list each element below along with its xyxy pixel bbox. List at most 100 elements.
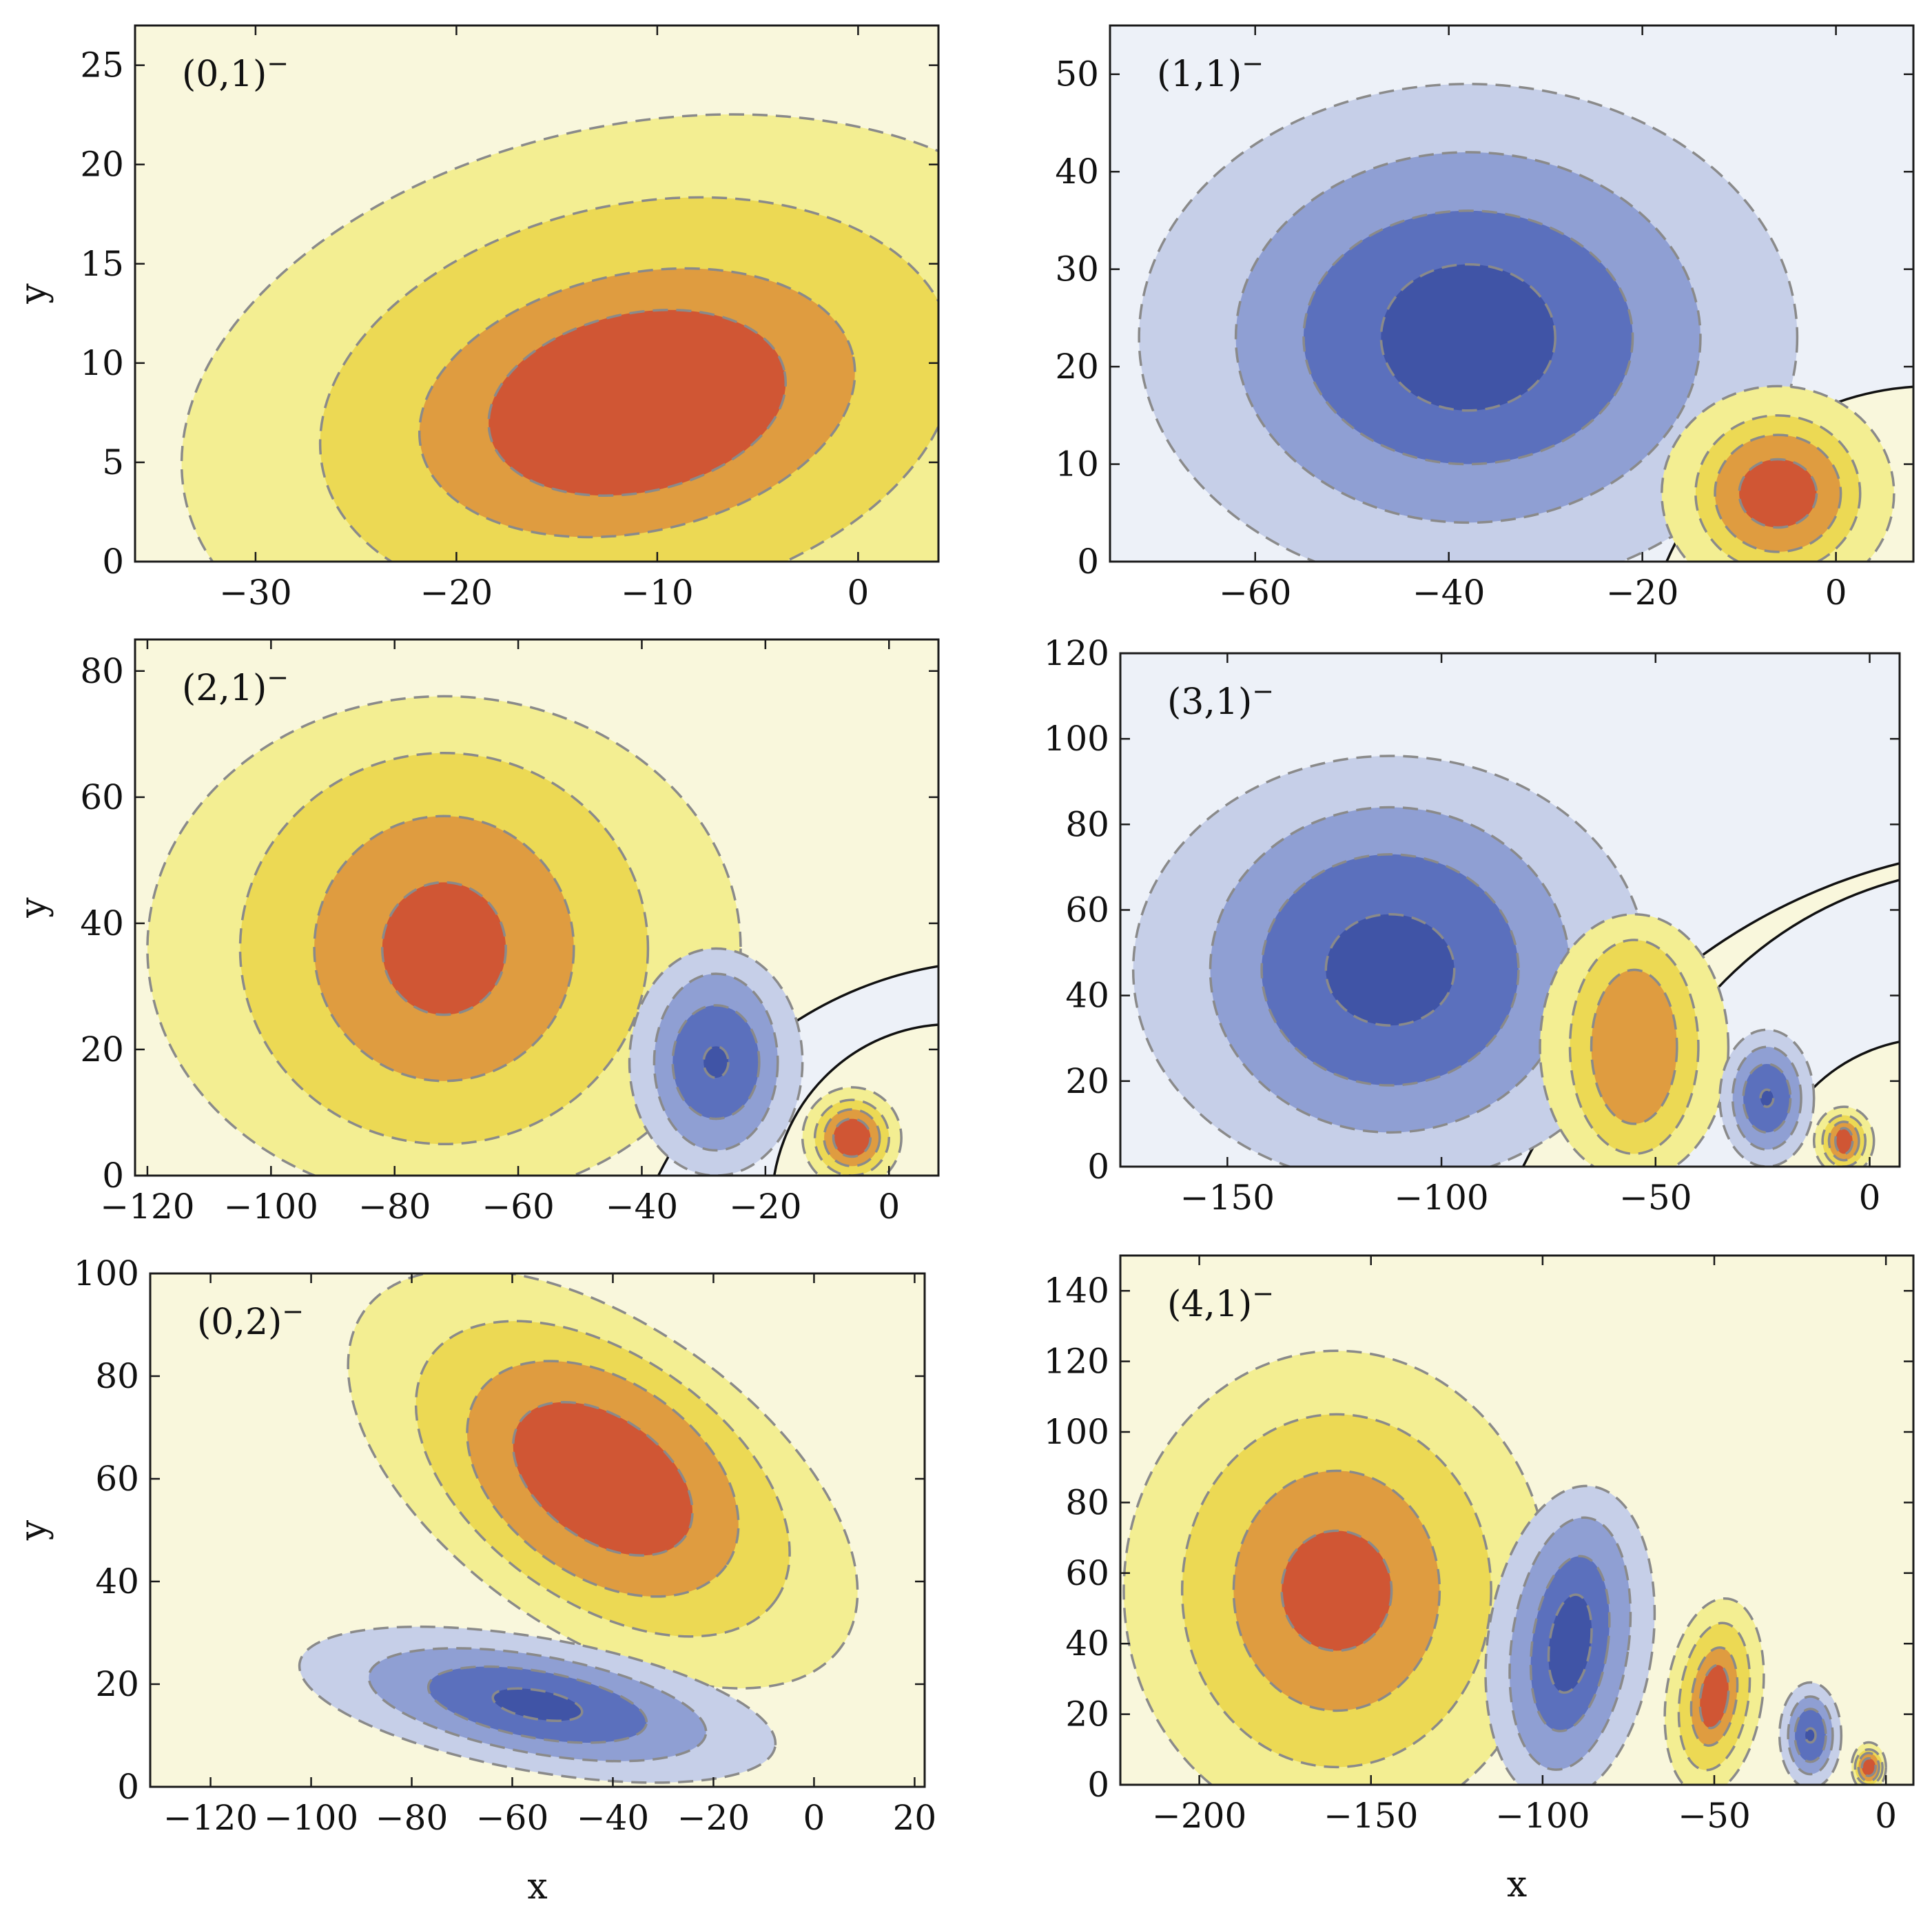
contour-level-4 (487, 308, 788, 497)
y-tick-label: 25 (80, 45, 124, 85)
contour-level-4 (1324, 912, 1456, 1027)
panel-1: −60 −40 −20 0 0 10 20 30 40 50 (1,1)− (1055, 24, 1915, 613)
y-tick-label: 0 (117, 1767, 139, 1807)
contour-level-4 (1834, 1127, 1854, 1156)
contour-level-4 (512, 1401, 694, 1557)
y-tick-label: 0 (102, 1156, 124, 1196)
y-axis-title: y (13, 283, 54, 305)
x-tick-label: 0 (1875, 1796, 1897, 1836)
x-tick-label: −150 (1180, 1178, 1275, 1218)
x-tick-label: −60 (1219, 573, 1292, 613)
panel-label: (4,1)− (1167, 1278, 1274, 1325)
x-tick-label: 20 (893, 1798, 937, 1838)
y-tick-label: 60 (95, 1459, 139, 1499)
x-tick-label: 0 (878, 1187, 900, 1227)
panel-2: −120 −100 −80 −60 −40 −20 0 0 20 40 60 80 (2,1)− y (13, 638, 940, 1227)
panel-label: (3,1)− (1167, 676, 1274, 723)
panel-4: −120 −100 −80 −60 −40 −20 0 20 0 20 40 60 80 100 (0,2)… (13, 1253, 937, 1907)
y-tick-label: 0 (1077, 542, 1099, 582)
x-axis-title: x (527, 1866, 547, 1907)
y-tick-label: 120 (1044, 633, 1109, 673)
plot-area (1110, 25, 1913, 562)
plot-area (1120, 1256, 1913, 1785)
x-tick-label: −50 (1619, 1178, 1692, 1218)
y-tick-label: 0 (102, 542, 124, 582)
x-tick-label: −40 (1412, 573, 1486, 613)
axes-frame (134, 24, 940, 563)
x-tick-label: −60 (482, 1187, 555, 1227)
y-tick-label: 80 (1065, 1482, 1109, 1522)
contour-level-4 (702, 1045, 730, 1079)
plot-area (1120, 653, 1900, 1167)
panel-label: (2,1)− (182, 662, 289, 709)
y-tick-label: 40 (1065, 1624, 1109, 1663)
panel-label: (0,2)− (197, 1296, 304, 1343)
y-tick-label: 20 (1065, 1061, 1109, 1101)
y-tick-label: 30 (1055, 249, 1099, 289)
y-tick-label: 0 (1087, 1147, 1109, 1187)
y-tick-label: 80 (95, 1356, 139, 1396)
x-tick-label: −30 (219, 573, 292, 613)
x-tick-label: 0 (1859, 1178, 1881, 1218)
contour-level-3 (1590, 968, 1678, 1125)
plot-area (150, 1273, 925, 1787)
x-tick-label: 0 (803, 1798, 825, 1838)
contour-level-4 (1738, 458, 1818, 529)
panel-5: −200 −150 −100 −50 0 0 20 40 60 80 100 120 140 (4,1)−… (1044, 1254, 1915, 1905)
y-tick-label: 40 (1065, 976, 1109, 1016)
panel-label: (1,1)− (1157, 48, 1264, 95)
y-tick-label: 100 (74, 1253, 139, 1293)
x-tick-label: −100 (1495, 1796, 1590, 1836)
x-tick-label: −120 (100, 1187, 194, 1227)
x-tick-label: −50 (1678, 1796, 1751, 1836)
y-tick-label: 80 (1065, 804, 1109, 844)
x-tick-label: −20 (420, 573, 493, 613)
y-tick-label: 40 (80, 903, 124, 943)
x-tick-label: −80 (376, 1798, 449, 1838)
axes-frame (1119, 1254, 1915, 1786)
y-tick-label: 0 (1087, 1765, 1109, 1805)
contour-level-4 (1860, 1757, 1877, 1777)
y-tick-label: 15 (80, 244, 124, 284)
x-tick-label: −120 (163, 1798, 258, 1838)
y-tick-label: 5 (102, 442, 124, 482)
y-tick-label: 80 (80, 651, 124, 691)
y-axis-title: y (13, 1519, 54, 1541)
contour-level-4 (1698, 1663, 1730, 1730)
x-tick-label: −150 (1324, 1796, 1418, 1836)
y-tick-label: 60 (1065, 890, 1109, 930)
plot-area (135, 639, 938, 1176)
y-tick-label: 10 (1055, 444, 1099, 484)
y-tick-label: 50 (1055, 54, 1099, 94)
y-tick-label: 60 (1065, 1553, 1109, 1593)
axes-frame (149, 1272, 926, 1788)
x-tick-label: −100 (1394, 1178, 1488, 1218)
x-tick-label: −10 (621, 573, 694, 613)
y-tick-label: 40 (1055, 152, 1099, 192)
x-tick-label: −20 (1606, 573, 1679, 613)
panel-label: (0,1)− (182, 48, 289, 95)
contour-level-4 (1759, 1088, 1775, 1108)
x-tick-label: −40 (606, 1187, 679, 1227)
contour-level-4 (1804, 1727, 1817, 1744)
x-tick-label: 0 (847, 573, 869, 613)
y-tick-label: 20 (80, 1030, 124, 1069)
axes-frame (134, 638, 940, 1177)
axes-frame (1109, 24, 1915, 563)
x-tick-label: −20 (729, 1187, 802, 1227)
contour-level-4 (832, 1117, 872, 1158)
y-tick-label: 20 (80, 145, 124, 185)
y-tick-label: 60 (80, 777, 124, 817)
contour-level-4 (491, 1687, 584, 1723)
contour-level-4 (381, 881, 507, 1016)
y-axis-title: y (13, 897, 54, 919)
x-axis-title: x (1507, 1864, 1527, 1905)
x-tick-label: −100 (224, 1187, 318, 1227)
y-tick-label: 100 (1044, 1412, 1109, 1452)
x-tick-label: −200 (1152, 1796, 1246, 1836)
y-tick-label: 100 (1044, 719, 1109, 759)
x-tick-label: −100 (264, 1798, 358, 1838)
contour-level-4 (1280, 1529, 1393, 1652)
panel-0: −30 −20 −10 0 0 5 10 15 20 25 (0,1)− y (13, 24, 940, 613)
